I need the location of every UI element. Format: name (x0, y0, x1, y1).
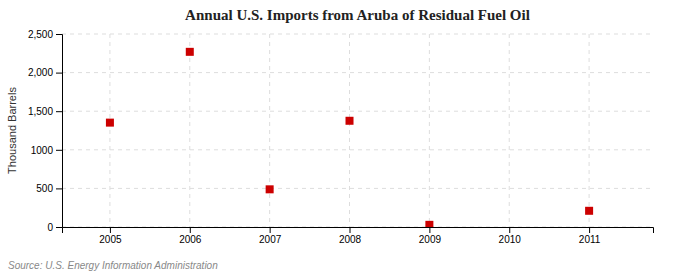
y-tick-mark (56, 227, 62, 228)
annotation: Source: U.S. Energy Information Administ… (8, 260, 218, 271)
y-axis: 0 500 1000 1,500 2,000 2,500 (28, 29, 63, 233)
x-tick-label: 2008 (339, 234, 362, 245)
point (346, 117, 354, 125)
point (425, 221, 433, 227)
title: Annual U.S. Imports from Aruba of Residu… (185, 7, 530, 23)
x-axis: 2005 2006 2007 2008 2009 2010 2011 (63, 227, 654, 245)
y-tick: 2,500 (28, 29, 62, 40)
grid (62, 34, 653, 227)
point (106, 119, 114, 127)
grid-line (109, 34, 110, 227)
grid-line (62, 188, 653, 189)
y-tick-mark (56, 111, 62, 112)
x-tick: 2008 (339, 227, 362, 245)
x-tick: 2007 (259, 227, 282, 245)
y-tick-mark (56, 188, 62, 189)
y-tick-mark (56, 34, 62, 35)
y-tick-mark (56, 150, 62, 151)
x-tick-mark (350, 227, 351, 233)
grid-line (62, 111, 653, 112)
grid-line (349, 34, 350, 227)
x-tick-mark (429, 227, 430, 233)
y-tick: 0 (47, 222, 62, 233)
points (106, 48, 593, 227)
x-tick-label: 2011 (579, 234, 601, 245)
y-tick-label: 1,500 (28, 106, 53, 117)
x-tick: 2009 (419, 227, 442, 245)
x-tick: 2010 (499, 227, 522, 245)
y-tick-label: 1000 (31, 145, 54, 156)
y-tick-label: 0 (47, 222, 53, 233)
y-tick: 1000 (31, 145, 62, 156)
x-tick-label: 2009 (419, 234, 442, 245)
point (266, 185, 274, 193)
x-tick-label: 2010 (499, 234, 522, 245)
grid-line (62, 72, 653, 73)
grid-line (589, 34, 590, 227)
y-tick: 1,500 (28, 106, 62, 117)
y-tick: 500 (36, 183, 62, 194)
grid-line (62, 34, 653, 35)
x-tick-label: 2005 (99, 234, 122, 245)
y-tick-label: 500 (36, 183, 53, 194)
x-tick: 2006 (179, 227, 202, 245)
y-tick-label: 2,500 (28, 29, 53, 40)
grid-line (62, 149, 653, 150)
grid-line (429, 34, 430, 227)
x-tick-mark (589, 227, 590, 233)
point (585, 207, 593, 215)
y-axis-line (56, 35, 63, 228)
x-tick-mark (110, 227, 111, 233)
y-tick-mark (56, 73, 62, 74)
point (186, 48, 194, 56)
x-tick-mark (270, 227, 271, 233)
y-tick: 2,000 (28, 67, 62, 78)
x-tick-label: 2006 (179, 234, 202, 245)
grid-line (509, 34, 510, 227)
grid-line (189, 34, 190, 227)
x-tick-mark (190, 227, 191, 233)
plot: 2005 2006 2007 2008 2009 2010 2011 0 500 1000 1,50… (28, 29, 654, 245)
x-tick: 2005 (99, 227, 122, 245)
y-axis-title: Thousand Barrels (6, 87, 18, 174)
chart: 2005 2006 2007 2008 2009 2010 2011 0 500 1000 1,50… (0, 0, 675, 275)
grid-line (269, 34, 270, 227)
x-tick: 2011 (579, 227, 601, 245)
y-tick-label: 2,000 (28, 67, 53, 78)
x-tick-mark (509, 227, 510, 233)
x-axis-line (63, 228, 654, 234)
x-tick-label: 2007 (259, 234, 282, 245)
